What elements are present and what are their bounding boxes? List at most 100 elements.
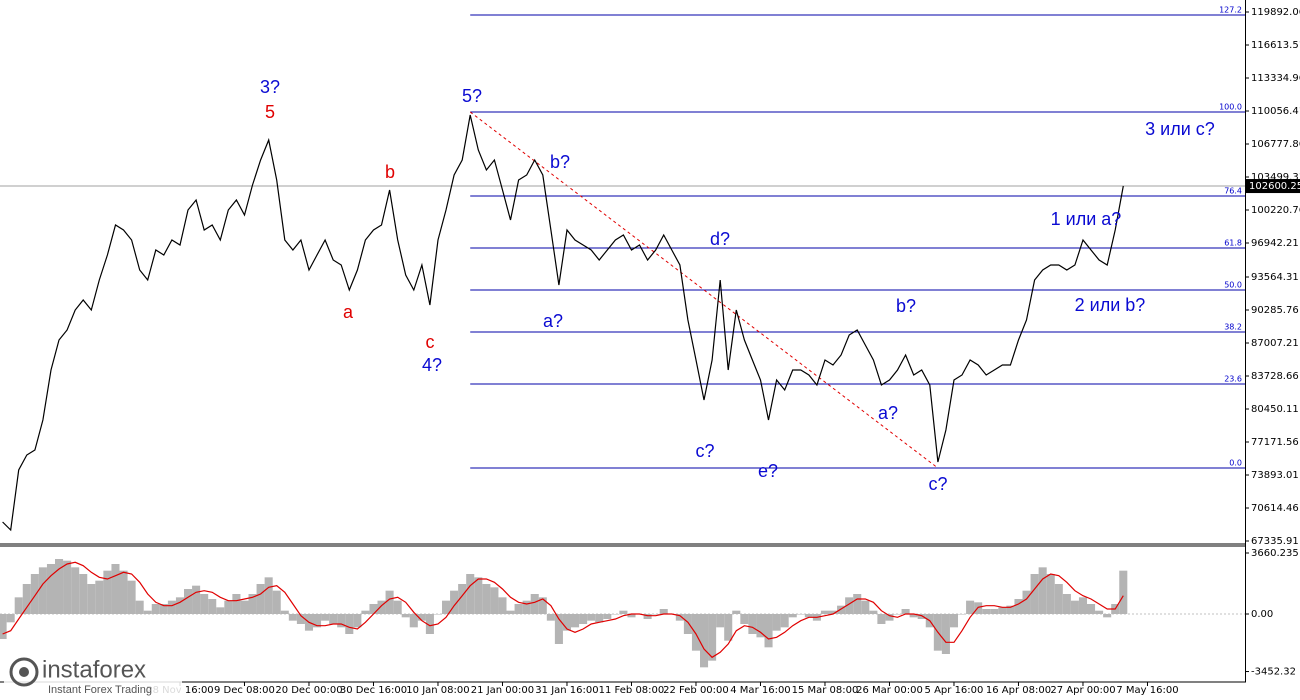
fib-label: 0.0 (1229, 459, 1242, 468)
y-tick-label: 80450.11 (1251, 404, 1299, 415)
y-tick-label: 3660.235 (1251, 548, 1299, 559)
wave-label: c? (928, 474, 947, 494)
histogram-bar (1062, 594, 1071, 614)
histogram-bar (63, 560, 72, 614)
histogram-bar (288, 614, 297, 621)
histogram-bar (659, 609, 668, 614)
histogram-bar (917, 614, 926, 619)
fib-label: 38.2 (1224, 323, 1242, 332)
y-tick-label: 0.00 (1251, 609, 1273, 620)
histogram-bar (361, 610, 370, 614)
histogram-bar (748, 614, 757, 634)
wave-label: 5? (462, 86, 482, 106)
watermark-brand: instaforex (42, 656, 146, 683)
watermark: instaforex Instant Forex Trading (4, 652, 182, 698)
histogram-bar (329, 614, 338, 624)
histogram-bar (490, 587, 499, 614)
histogram-bar (369, 604, 378, 614)
x-tick-label: 26 Mar 00:00 (856, 685, 923, 696)
histogram-bar (909, 614, 918, 618)
histogram-bar (337, 614, 346, 628)
histogram-bar (1046, 574, 1055, 614)
y-tick-label: 87007.21 (1251, 338, 1299, 349)
histogram-bar (683, 614, 692, 634)
histogram-bar (958, 614, 967, 615)
histogram-bar (522, 600, 531, 614)
x-tick-label: 30 Dec 16:00 (340, 685, 407, 696)
histogram-bar (724, 614, 733, 641)
histogram-bar (458, 584, 467, 614)
y-tick-label: 83728.66 (1251, 371, 1299, 382)
x-tick-label: 22 Feb 00:00 (663, 685, 729, 696)
histogram-bar (941, 614, 950, 654)
y-tick-label: 103499.31 (1251, 172, 1300, 183)
fib-label: 61.8 (1224, 239, 1242, 248)
histogram-bar (143, 610, 152, 614)
y-tick-label: 96942.21 (1251, 238, 1299, 249)
y-tick-label: 93564.31 (1251, 272, 1299, 283)
histogram-bar (772, 614, 781, 631)
histogram-bar (55, 559, 64, 614)
histogram-bar (0, 614, 7, 639)
histogram-bar (135, 600, 144, 614)
wave-label: 5 (265, 102, 275, 122)
histogram-bar (417, 614, 426, 621)
histogram-bar (603, 614, 612, 619)
histogram-bar (1103, 614, 1112, 618)
wave-label: 3? (260, 77, 280, 97)
histogram-bar (990, 609, 999, 614)
x-tick-label: 27 Apr 00:00 (1050, 685, 1115, 696)
histogram-bar (756, 614, 765, 638)
histogram-bar (208, 599, 217, 614)
histogram-bar (353, 614, 362, 628)
histogram-bar (482, 584, 491, 614)
wave-label: b (385, 162, 395, 182)
price-line (2, 114, 1124, 532)
x-tick-label: 10 Jan 08:00 (406, 685, 469, 696)
histogram-bar (409, 614, 418, 628)
histogram-bar (901, 609, 910, 614)
histogram-bar (38, 567, 47, 614)
fib-label: 127.2 (1219, 5, 1242, 14)
histogram-bar (708, 614, 717, 661)
wave-label: 3 или c? (1145, 119, 1215, 139)
y-tick-label: 110056.41 (1251, 106, 1300, 117)
histogram-bar (466, 574, 475, 614)
watermark-logo (19, 667, 29, 677)
histogram-bar (1054, 584, 1063, 614)
y-tick-label: 106777.86 (1251, 139, 1300, 150)
histogram-bar (248, 594, 257, 614)
histogram-bar (571, 614, 580, 628)
histogram-bar (425, 614, 434, 634)
histogram-bar (885, 614, 894, 621)
histogram-bar (71, 567, 80, 614)
histogram-bar (111, 564, 120, 614)
histogram-bar (240, 600, 249, 614)
histogram-bar (796, 614, 805, 615)
fib-label: 100.0 (1219, 102, 1242, 111)
wave-label: 2 или b? (1075, 295, 1146, 315)
histogram-bar (433, 614, 443, 615)
histogram-bar (1087, 604, 1096, 614)
wave-label: b? (896, 296, 916, 316)
histogram-bar (837, 605, 846, 614)
histogram-bar (853, 594, 862, 614)
histogram-bar (313, 614, 322, 628)
y-tick-label: 113334.96 (1251, 73, 1300, 84)
histogram-bar (1078, 597, 1088, 614)
x-tick-label: 7 May 16:00 (1116, 685, 1178, 696)
histogram-bar (498, 597, 507, 614)
y-tick-label: 116613.51 (1251, 40, 1300, 51)
histogram-bar (1022, 590, 1031, 614)
trend-line (469, 111, 939, 469)
histogram-bar (546, 614, 555, 621)
histogram-bar (1030, 574, 1039, 614)
histogram-bar (595, 614, 604, 623)
signal-line (2, 561, 1124, 659)
histogram-bar (1070, 600, 1079, 614)
histogram-bar (506, 610, 515, 614)
histogram-bar (1014, 599, 1023, 614)
wave-label: d? (710, 229, 730, 249)
histogram-bar (611, 614, 620, 615)
